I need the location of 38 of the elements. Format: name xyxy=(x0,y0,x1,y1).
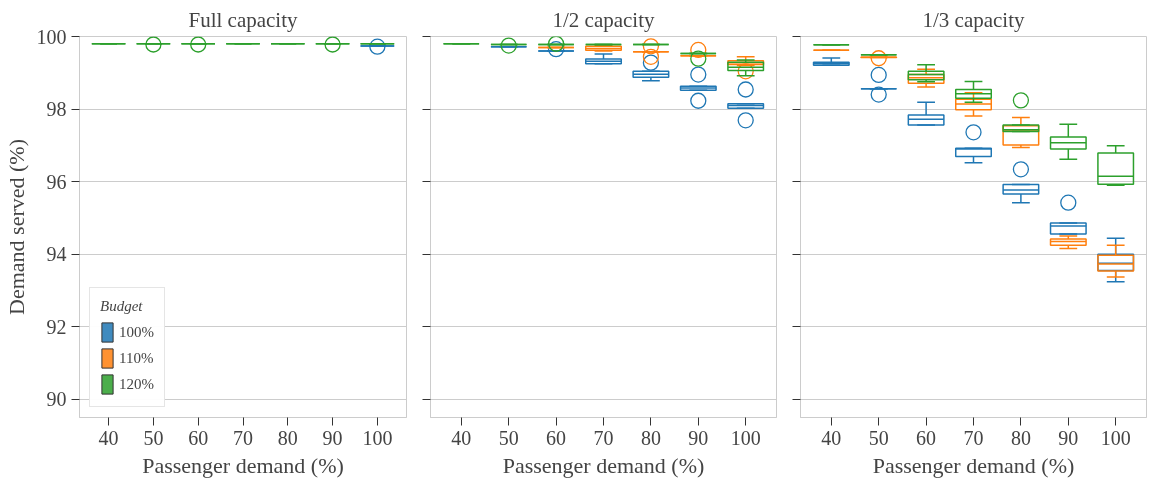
x-axis-title: Passenger demand (%) xyxy=(142,452,344,478)
chart-title: Full capacity xyxy=(188,7,299,32)
x-tick-label: 90 xyxy=(688,426,709,449)
x-tick-label: 80 xyxy=(277,426,298,449)
y-axis-title: Demand served (%) xyxy=(3,139,29,315)
x-tick-label: 80 xyxy=(640,426,661,449)
x-tick-label: 100 xyxy=(1100,426,1131,449)
x-tick-label: 60 xyxy=(916,426,937,449)
legend-label: 120% xyxy=(119,375,154,393)
chart-title: 1/3 capacity xyxy=(922,7,1026,32)
y-tick-label: 94 xyxy=(46,243,67,266)
x-tick-label: 50 xyxy=(143,426,164,449)
x-tick-label: 70 xyxy=(593,426,614,449)
x-axis-title: Passenger demand (%) xyxy=(502,452,705,478)
x-tick-label: 100 xyxy=(362,426,393,449)
x-tick-label: 60 xyxy=(546,426,567,449)
y-tick-label: 92 xyxy=(46,315,67,338)
x-tick-label: 90 xyxy=(1058,426,1079,449)
x-tick-label: 40 xyxy=(451,426,472,449)
x-axis-title: Passenger demand (%) xyxy=(872,452,1075,478)
y-tick-label: 100 xyxy=(36,25,67,48)
x-tick-label: 90 xyxy=(322,426,343,449)
chart-title: 1/2 capacity xyxy=(552,7,656,32)
x-tick-label: 60 xyxy=(188,426,209,449)
y-tick-label: 98 xyxy=(46,98,67,121)
y-tick-label: 90 xyxy=(46,388,67,411)
x-tick-label: 50 xyxy=(868,426,889,449)
x-tick-label: 100 xyxy=(730,426,761,449)
x-tick-label: 40 xyxy=(98,426,119,449)
x-tick-label: 80 xyxy=(1010,426,1031,449)
x-tick-label: 70 xyxy=(233,426,253,449)
x-tick-label: 70 xyxy=(963,426,984,449)
x-tick-label: 50 xyxy=(498,426,519,449)
x-tick-label: 40 xyxy=(821,426,842,449)
legend-label: 110% xyxy=(119,349,154,367)
legend-label: 100% xyxy=(119,323,154,341)
legend-title: Budget xyxy=(100,298,144,315)
y-tick-label: 96 xyxy=(46,170,67,193)
